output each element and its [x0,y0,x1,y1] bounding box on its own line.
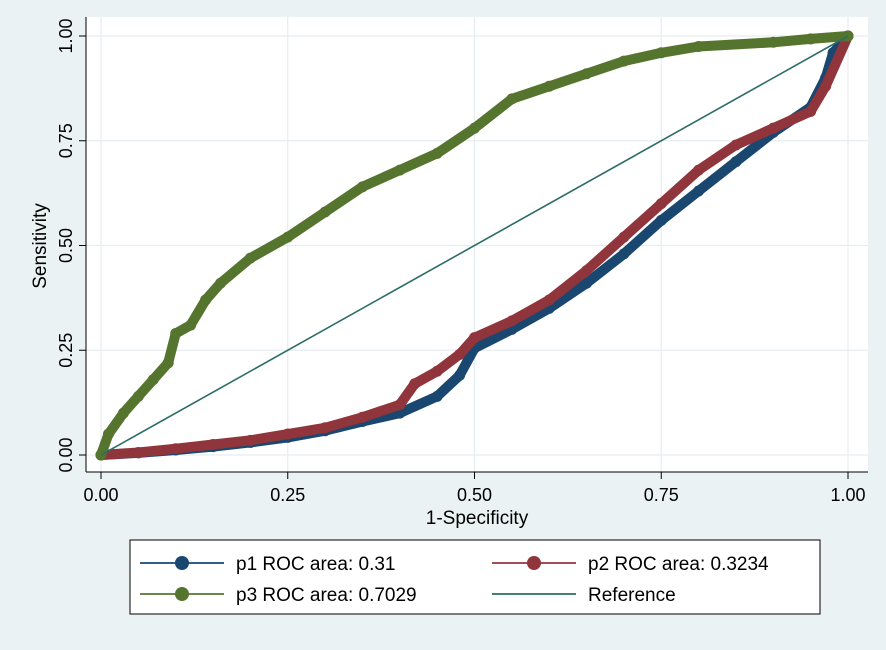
series-layer [95,30,854,461]
series-2-point-5 [282,428,294,440]
series-3-point-6 [170,327,182,339]
series-2-point-17 [655,198,667,210]
series-3-point-5 [162,357,174,369]
series-1-point-16 [655,214,667,226]
series-3-point-11 [282,231,294,243]
series-2-point-22 [820,80,832,92]
y-tick-label-4: 1.00 [56,18,76,53]
series-3-point-24 [805,33,817,45]
series-2-point-14 [543,294,555,306]
series-3-point-10 [244,252,256,264]
legend-label-3: p3 ROC area: 0.7029 [236,585,417,606]
series-3-point-2 [117,407,129,419]
x-tick-label-0: 0.00 [83,485,118,505]
x-tick-label-3: 0.75 [644,485,679,505]
legend: p1 ROC area: 0.31 p2 ROC area: 0.3234 p3 R… [140,554,769,606]
legend-label-4: Reference [588,585,676,606]
series-2-point-8 [394,399,406,411]
series-3-point-14 [394,164,406,176]
reference-line [100,35,849,456]
legend-item-2: p2 ROC area: 0.3234 [492,554,769,575]
series-3-point-4 [147,374,159,386]
series-2-point-10 [431,365,443,377]
legend-label-1: p1 ROC area: 0.31 [236,554,395,575]
series-3-point-18 [543,80,555,92]
series-3-point-16 [469,122,480,134]
series-2-point-18 [693,164,705,176]
y-tick-label-2: 0.50 [56,228,76,263]
series-2-point-15 [581,265,593,277]
series-1-point-9 [431,390,443,402]
series-2-point-6 [319,422,331,434]
series-3-point-21 [655,47,667,59]
series-2-point-19 [730,139,742,151]
series-2-point-1 [132,446,144,458]
legend-marker-2 [527,556,541,570]
series-2-point-21 [805,105,817,117]
series-3-point-9 [215,277,227,289]
legend-label-2: p2 ROC area: 0.3234 [588,554,769,575]
series-2-line [96,31,853,460]
legend-item-1: p1 ROC area: 0.31 [140,554,395,575]
series-1-point-10 [454,369,466,381]
series-2-point-2 [170,443,182,455]
y-tick-label-0: 0.00 [56,437,76,472]
series-2-point-3 [207,439,219,451]
series-3-point-7 [185,319,197,331]
y-tick-label-1: 0.25 [56,333,76,368]
series-3-point-12 [319,206,331,218]
series-3-point-17 [506,93,518,105]
series-2-point-12 [469,332,480,344]
series-3-point-3 [132,390,144,402]
series-2-point-11 [454,348,466,360]
axes: 0.00 0.25 0.50 0.75 1.00 0.00 0.25 0.50 0.75 1.00 [56,17,868,505]
series-1-point-17 [693,185,705,197]
legend-item-4: Reference [492,585,676,606]
series-2-point-13 [506,315,518,327]
series-3-point-23 [767,36,779,48]
series-4 [100,35,849,456]
series-2-point-20 [767,122,779,134]
series-3-point-20 [618,55,630,67]
series-2 [95,30,854,461]
series-2-point-16 [618,231,630,243]
x-tick-label-1: 0.25 [270,485,305,505]
series-1-point-18 [730,156,742,168]
series-2-point-4 [244,434,256,446]
series-3-point-8 [200,294,212,306]
y-tick-label-3: 0.75 [56,123,76,158]
series-2-point-7 [356,411,368,423]
series-2-point-9 [409,378,421,390]
legend-marker-3 [175,587,189,601]
series-3-point-22 [693,40,705,52]
x-tick-label-2: 0.50 [457,485,492,505]
legend-box [129,539,821,615]
series-1-point-14 [581,277,593,289]
x-axis-label: 1-Specificity [426,508,529,529]
series-3-point-15 [431,147,443,159]
legend-marker-1 [175,556,189,570]
series-3-point-1 [102,428,114,440]
x-tick-label-4: 1.00 [830,485,865,505]
series-3-point-13 [356,181,368,193]
series-3-point-19 [581,68,593,80]
legend-item-3: p3 ROC area: 0.7029 [140,585,417,606]
y-axis-label: Sensitivity [30,203,51,289]
series-3 [95,30,854,461]
series-1-point-15 [618,248,630,260]
